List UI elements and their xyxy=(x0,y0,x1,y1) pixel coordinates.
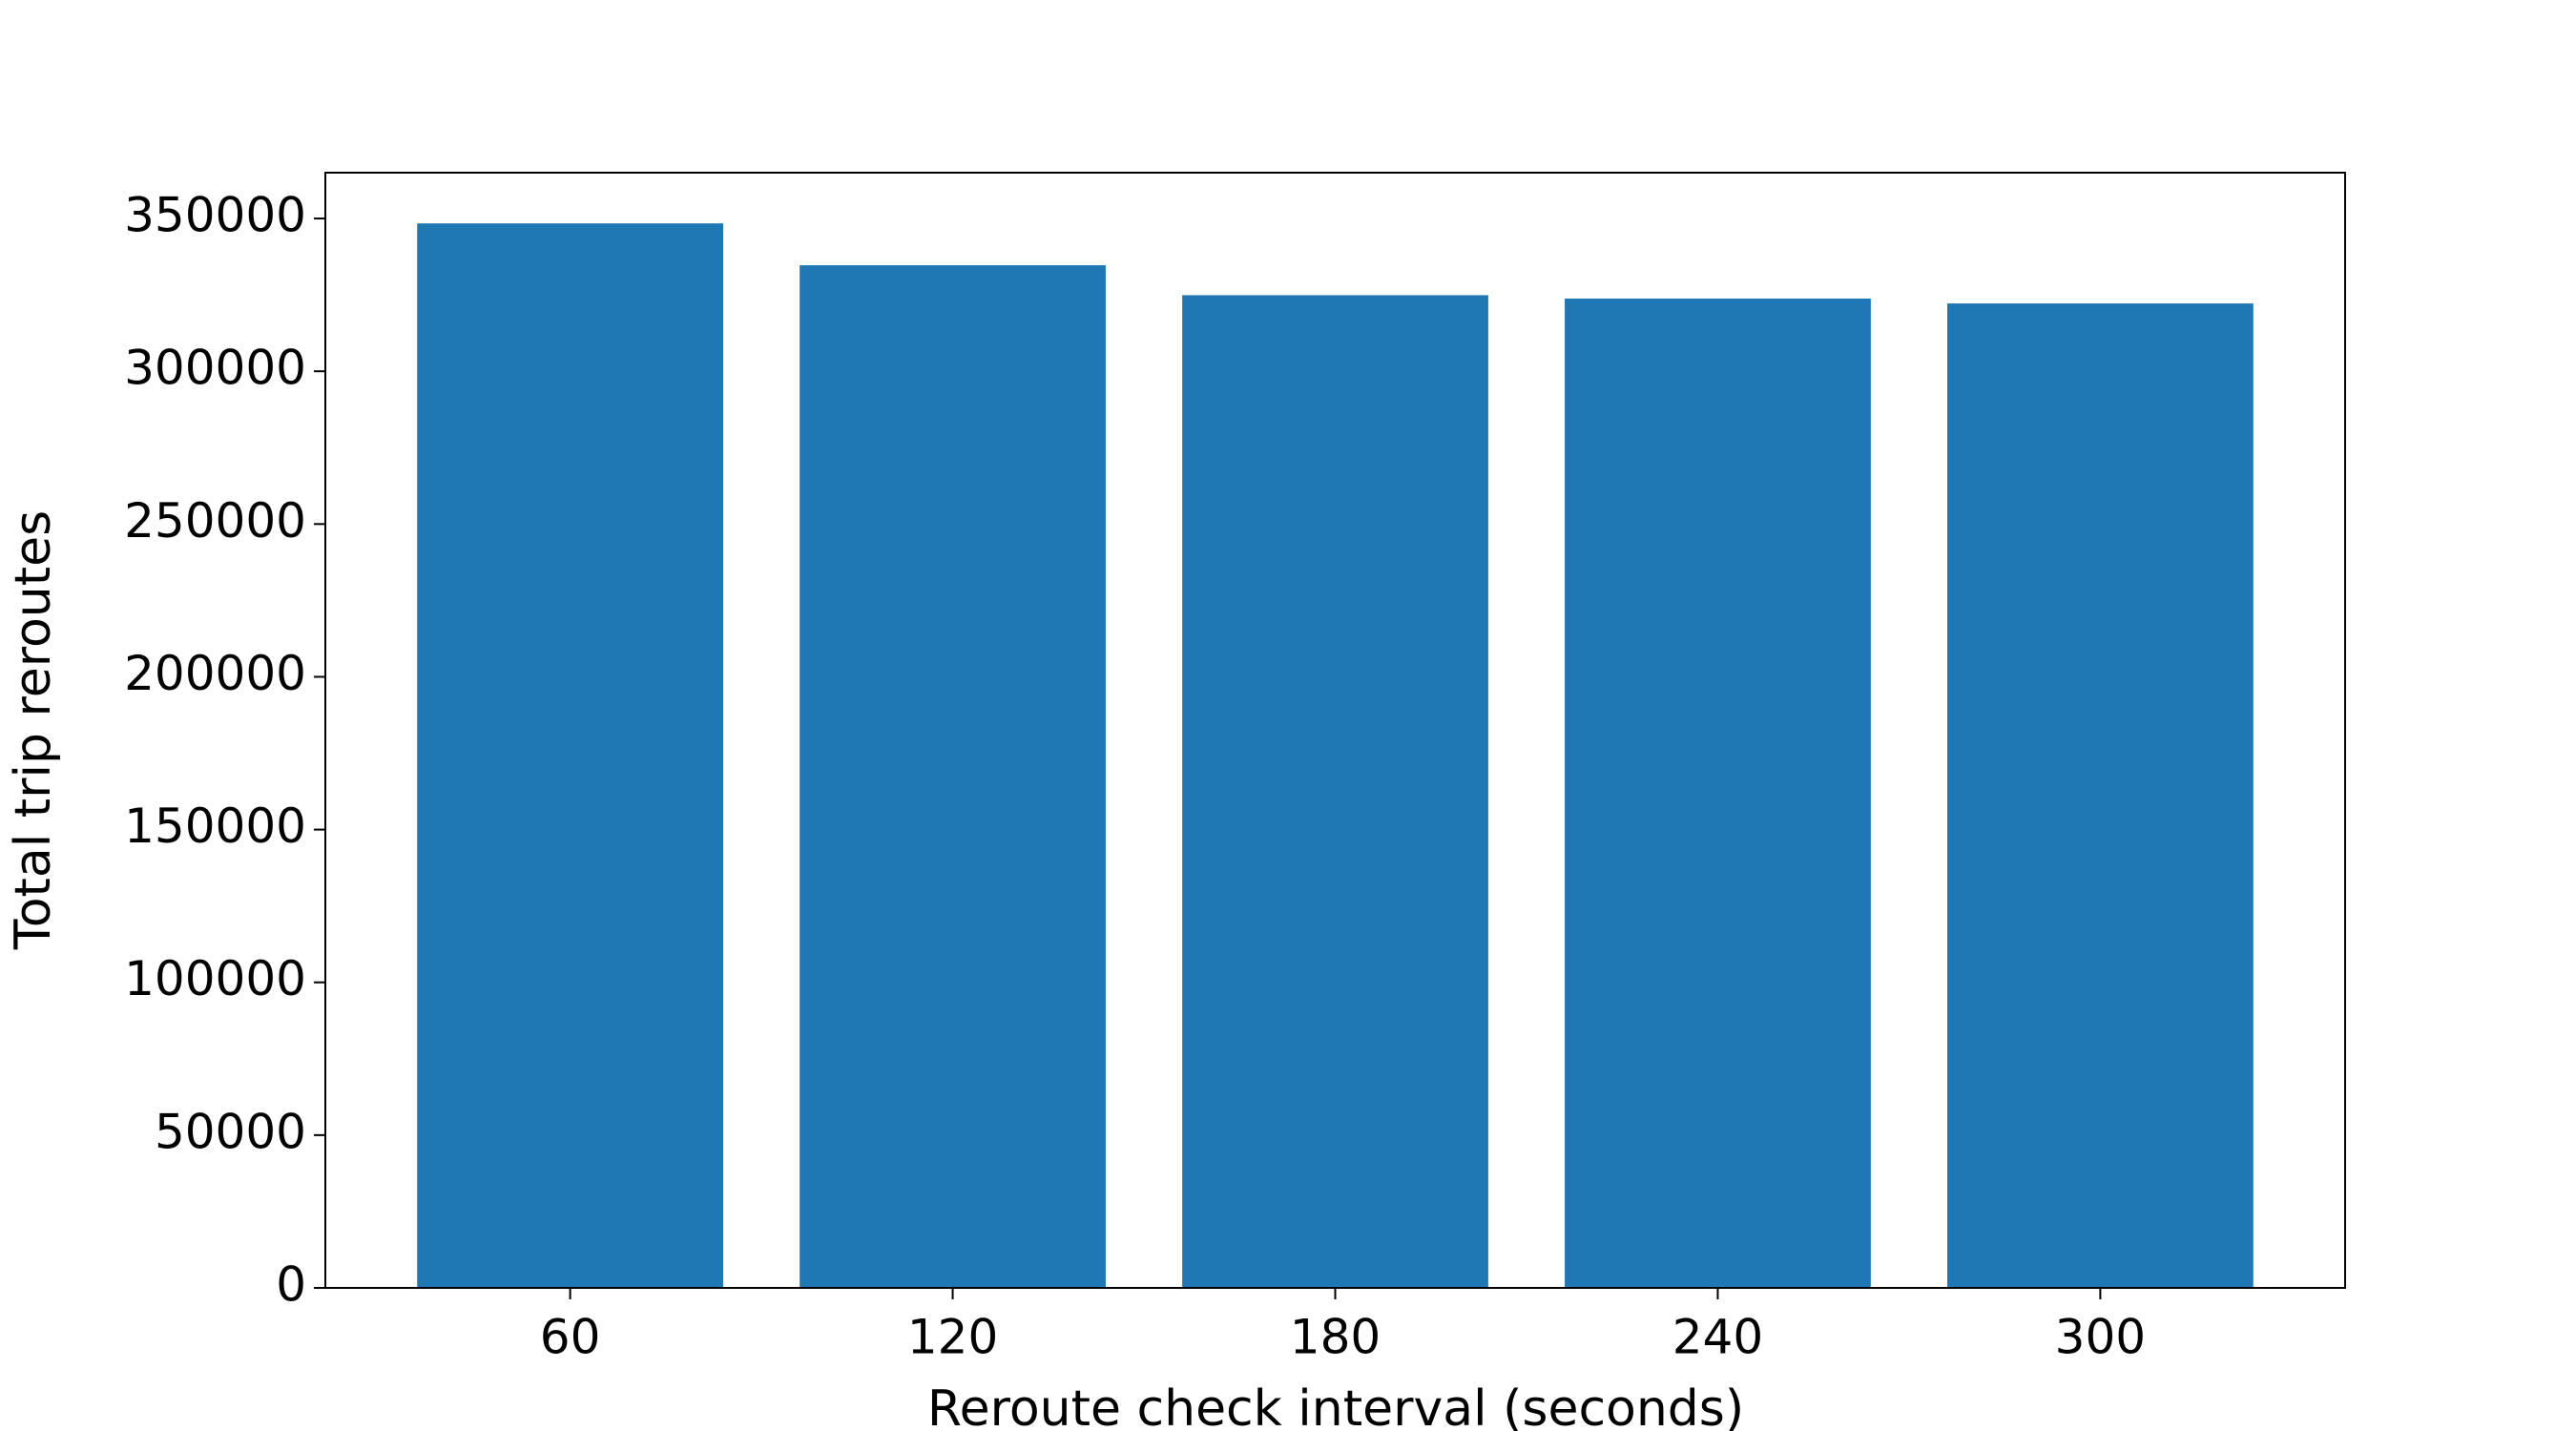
x-tick-label: 240 xyxy=(1672,1310,1763,1365)
plot-frame xyxy=(324,172,2346,1289)
bar xyxy=(1947,303,2254,1288)
y-tick-label: 250000 xyxy=(124,493,306,549)
y-tick-label: 100000 xyxy=(124,951,306,1006)
bar xyxy=(800,265,1106,1289)
y-axis-label: Total trip reroutes xyxy=(5,510,62,950)
bar xyxy=(1565,298,1871,1288)
bar xyxy=(1182,295,1488,1288)
x-axis-label: Reroute check interval (seconds) xyxy=(927,1380,1744,1431)
y-tick-label: 0 xyxy=(276,1257,306,1313)
y-tick-label: 150000 xyxy=(124,798,306,854)
x-tick-label: 120 xyxy=(907,1310,998,1365)
y-tick-label: 300000 xyxy=(124,341,306,396)
bar xyxy=(417,223,723,1288)
y-tick-label: 200000 xyxy=(124,646,306,701)
x-tick-label: 300 xyxy=(2055,1310,2146,1365)
y-tick-label: 350000 xyxy=(124,188,306,243)
x-tick-label: 60 xyxy=(540,1310,601,1365)
y-tick-label: 50000 xyxy=(155,1104,306,1159)
x-tick-label: 180 xyxy=(1290,1310,1381,1365)
